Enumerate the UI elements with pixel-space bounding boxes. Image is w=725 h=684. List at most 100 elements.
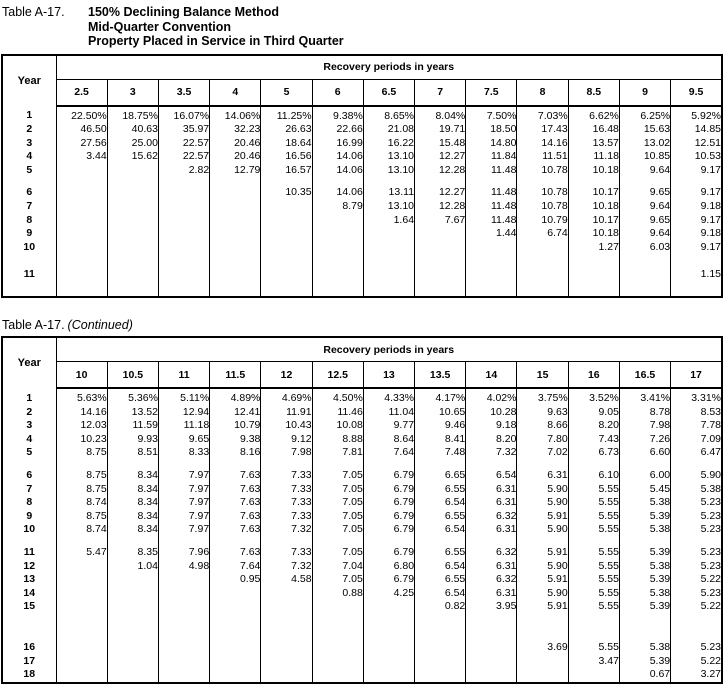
empty-cell [260, 282, 313, 298]
year-cell: 1 [1, 388, 57, 406]
table-row-year-15: 15 0.82 3.95 5.91 5.55 5.39 5.22 [1, 600, 723, 614]
rate-cell: 9.38 [209, 432, 262, 447]
rate-cell: 9.18 [670, 227, 723, 241]
empty-cell [362, 536, 416, 546]
empty-cell [55, 668, 108, 683]
empty-cell [106, 177, 159, 187]
rate-cell: 14.06% [209, 105, 262, 124]
rate-cell: 7.98 [260, 446, 313, 460]
rate-cell: 3.52% [567, 388, 620, 406]
rate-cell: 11.25% [260, 105, 313, 124]
rate-cell: 26.63 [260, 123, 313, 137]
year-cell: 8 [1, 213, 57, 228]
rate-cell: 18.75% [106, 105, 159, 124]
empty-cell [260, 268, 313, 283]
recovery-period-column-header: 12.5 [311, 361, 364, 390]
rate-cell: 7.05 [311, 573, 364, 587]
recovery-period-column-header: 6.5 [362, 79, 416, 107]
empty-cell [567, 460, 620, 469]
rate-cell: 3.75% [516, 388, 569, 406]
rate-cell: 7.63 [209, 509, 262, 524]
rate-cell: 7.09 [670, 432, 723, 447]
rate-cell: 8.33 [157, 446, 211, 460]
year-cell: 6 [1, 186, 57, 201]
empty-cell [465, 282, 518, 298]
empty-cell [311, 213, 364, 228]
rate-cell: 5.55 [567, 600, 620, 614]
year-cell: 13 [1, 573, 57, 587]
rate-cell: 9.18 [670, 200, 723, 214]
rate-cell: 6.79 [362, 545, 416, 560]
recovery-period-column-header: 16.5 [618, 361, 672, 390]
rate-cell: 11.91 [260, 405, 313, 420]
rate-cell: 10.18 [567, 163, 620, 178]
rate-cell: 8.20 [465, 432, 518, 447]
rate-cell: 9.93 [106, 432, 159, 447]
empty-cell [260, 227, 313, 241]
empty-cell [465, 240, 518, 255]
rate-cell: 7.97 [157, 469, 211, 483]
empty-cell [157, 573, 211, 587]
table-row-year-3: 3 27.56 25.00 22.57 20.46 18.64 16.99 16.22 15.4… [1, 136, 723, 151]
empty-cell [362, 177, 416, 187]
rate-cell: 27.56 [55, 136, 108, 151]
rate-cell: 4.50% [311, 388, 364, 406]
rate-cell: 3.47 [567, 654, 620, 669]
rate-cell: 7.97 [157, 482, 211, 497]
rate-cell: 11.48 [465, 186, 518, 201]
rate-cell: 14.16 [55, 405, 108, 420]
rate-cell: 9.38% [311, 105, 364, 124]
recovery-period-column-header: 3.5 [157, 79, 211, 107]
empty-cell [618, 613, 672, 641]
empty-cell [465, 613, 518, 641]
empty-cell [157, 213, 211, 228]
rate-cell: 10.78 [516, 186, 569, 201]
rate-cell: 12.28 [414, 163, 467, 178]
rate-cell: 9.17 [670, 240, 723, 255]
empty-cell [106, 163, 159, 178]
empty-cell [618, 254, 672, 269]
recovery-period-column-header: 13 [362, 361, 416, 390]
rate-cell: 5.22 [670, 600, 723, 614]
rate-cell: 6.79 [362, 496, 416, 510]
empty-cell [209, 460, 262, 469]
rate-cell: 16.07% [157, 105, 211, 124]
rate-cell: 6.54 [414, 523, 467, 537]
empty-cell [260, 640, 313, 655]
empty-cell [362, 227, 416, 241]
year-cell: 7 [1, 200, 57, 214]
year-cell: 5 [1, 446, 57, 460]
empty-cell [516, 460, 569, 469]
rate-cell: 5.23 [670, 509, 723, 524]
rate-cell: 5.47 [55, 545, 108, 560]
table-row-year-2: 2 46.50 40.63 35.97 32.23 26.63 22.66 21.08 19.7… [1, 123, 723, 137]
table-row-year-10: 10 1.27 6.03 9.17 [1, 240, 723, 255]
rate-cell: 12.27 [414, 150, 467, 164]
table-row-year-6: 6 10.35 14.06 13.11 12.27 11.48 10.78 10.17 9.65… [1, 186, 723, 201]
empty-cell [670, 282, 723, 298]
recovery-period-column-header: 11 [157, 361, 211, 390]
rate-cell: 3.27 [670, 668, 723, 683]
rate-cell: 2.82 [157, 163, 211, 178]
year-cell: 17 [1, 654, 57, 669]
rate-cell: 8.53 [670, 405, 723, 420]
year-cell: 11 [1, 545, 57, 560]
rate-cell: 12.79 [209, 163, 262, 178]
rate-cell: 5.55 [567, 482, 620, 497]
rate-cell: 9.17 [670, 186, 723, 201]
table1-title-block: Table A-17. 150% Declining Balance Metho… [2, 5, 724, 49]
rate-cell: 7.05 [311, 509, 364, 524]
empty-cell [311, 282, 364, 298]
rate-cell: 5.91 [516, 509, 569, 524]
rate-cell: 6.32 [465, 573, 518, 587]
empty-cell [55, 177, 108, 187]
rate-cell: 14.06 [311, 163, 364, 178]
rate-cell: 8.65% [362, 105, 416, 124]
rate-cell: 7.96 [157, 545, 211, 560]
rate-cell: 32.23 [209, 123, 262, 137]
empty-cell [209, 536, 262, 546]
empty-cell [55, 163, 108, 178]
empty-cell [106, 586, 159, 601]
rate-cell: 5.90 [516, 523, 569, 537]
year-cell: 2 [1, 405, 57, 420]
